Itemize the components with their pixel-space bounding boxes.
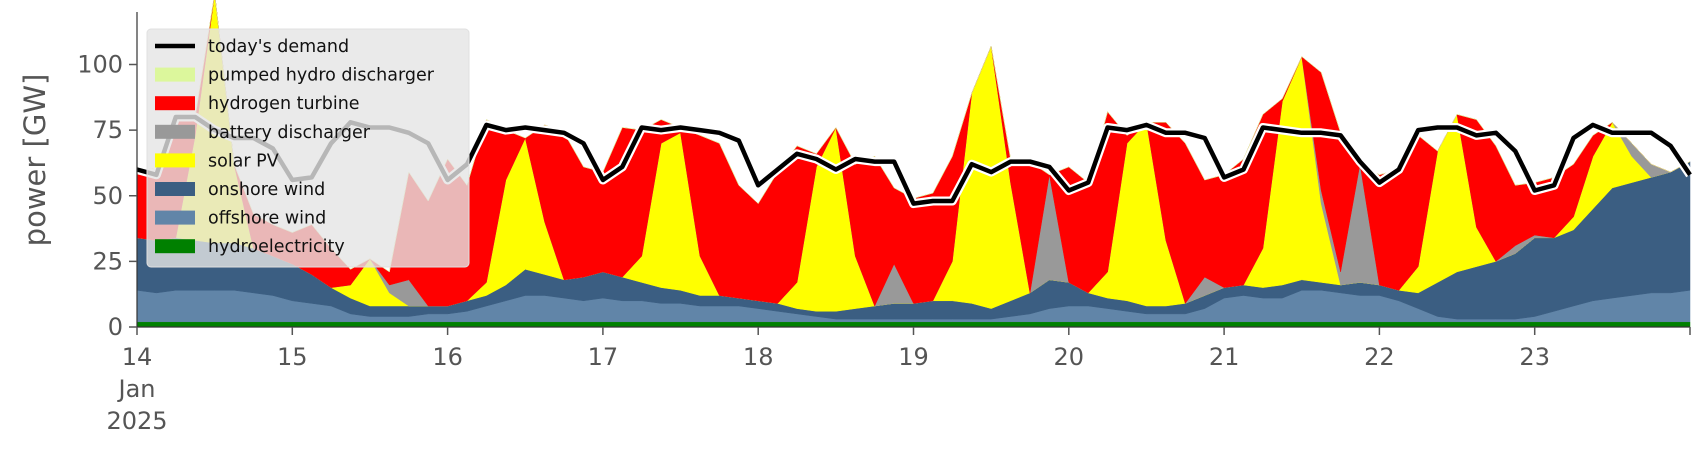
x-tick-label: 19 [898, 343, 929, 371]
legend: today's demand pumped hydro discharger hyd… [146, 28, 470, 268]
y-tick-label: 25 [92, 247, 123, 275]
axes: 0 25 50 75 100 14 Jan 2025 15 16 17 18 19 20 21 22 23 [77, 12, 1691, 435]
x-tick-label: 22 [1364, 343, 1395, 371]
area-hydroelectricity [136, 321, 1691, 328]
x-tick-label: 16 [432, 343, 463, 371]
stacked-areas [136, 0, 1691, 328]
legend-label-onshore-wind: onshore wind [208, 180, 325, 200]
y-tick-label: 50 [92, 182, 123, 210]
legend-label-pumped-hydro-discharger: pumped hydro discharger [208, 66, 435, 86]
x-tick-label: 17 [588, 343, 619, 371]
y-axis-title: power [GW] [18, 74, 52, 247]
x-tick-label: 14 Jan 2025 [106, 343, 167, 435]
legend-label-today-s-demand: today's demand [208, 37, 349, 57]
legend-label-hydroelectricity: hydroelectricity [208, 237, 345, 257]
legend-swatch-pumped-hydro-discharger [155, 67, 195, 82]
y-tick-label: 75 [92, 116, 123, 144]
legend-swatch-solar-pv [155, 153, 195, 168]
legend-box [146, 28, 470, 268]
legend-label-battery-discharger: battery discharger [208, 123, 371, 143]
y-tick-label: 0 [108, 313, 123, 341]
legend-label-hydrogen-turbine: hydrogen turbine [208, 94, 360, 114]
x-tick-label: 18 [743, 343, 774, 371]
legend-label-offshore-wind: offshore wind [208, 209, 326, 229]
x-tick-label: 21 [1209, 343, 1240, 371]
area-pumped-hydro-discharger [136, 0, 1691, 273]
x-tick-label: 23 [1519, 343, 1550, 371]
legend-swatch-hydroelectricity [155, 239, 195, 254]
legend-swatch-hydrogen-turbine [155, 96, 195, 111]
x-tick-label: 15 [277, 343, 308, 371]
legend-swatch-offshore-wind [155, 210, 195, 225]
x-tick-label: 20 [1054, 343, 1085, 371]
legend-label-solar-pv: solar PV [208, 151, 279, 171]
y-tick-label: 100 [77, 51, 123, 79]
legend-swatch-battery-discharger [155, 124, 195, 139]
legend-swatch-onshore-wind [155, 182, 195, 196]
